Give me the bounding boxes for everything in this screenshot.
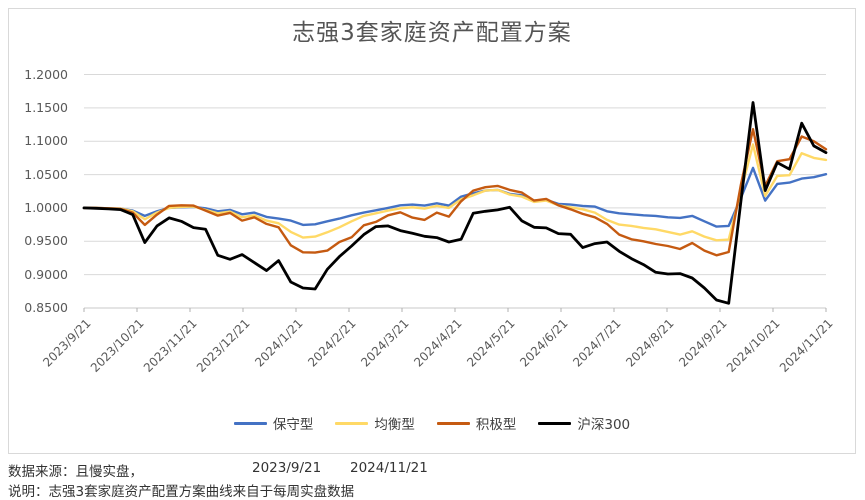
legend-line-icon bbox=[233, 421, 267, 425]
y-axis-label: 1.0500 bbox=[24, 166, 68, 182]
series-line-conservative bbox=[82, 166, 828, 228]
legend-label: 均衡型 bbox=[374, 417, 415, 433]
chart-legend: 保守型 均衡型 积极型 沪深300 bbox=[8, 413, 856, 433]
legend-label: 沪深300 bbox=[577, 417, 631, 433]
legend-item-aggressive: 积极型 bbox=[436, 413, 517, 433]
end-date-label: 2024/11/21 bbox=[350, 460, 428, 476]
y-axis-label: 0.9500 bbox=[24, 233, 68, 249]
legend-line-icon bbox=[538, 421, 572, 425]
legend-label: 积极型 bbox=[475, 417, 517, 433]
legend-item-conservative: 保守型 bbox=[233, 413, 314, 433]
data-source-label: 数据来源：且慢实盘， bbox=[8, 464, 143, 480]
legend-item-csi300: 沪深300 bbox=[538, 413, 630, 433]
legend-item-balanced: 均衡型 bbox=[335, 413, 415, 433]
start-date-label: 2023/9/21 bbox=[252, 460, 322, 476]
y-axis-label: 1.0000 bbox=[24, 199, 68, 215]
y-axis-label: 1.1000 bbox=[24, 133, 68, 149]
series-line-aggressive bbox=[82, 127, 828, 257]
legend-line-icon bbox=[436, 421, 470, 425]
y-axis-label: 0.8500 bbox=[24, 300, 68, 315]
note-label: 说明：志强3套家庭资产配置方案曲线来自于每周实盘数据 bbox=[8, 484, 355, 500]
legend-line-icon bbox=[335, 421, 369, 425]
chart-card bbox=[8, 8, 856, 454]
y-axis-label: 1.2000 bbox=[24, 66, 68, 82]
chart-title: 志强3套家庭资产配置方案 bbox=[292, 20, 572, 46]
series-line-csi300 bbox=[82, 101, 828, 305]
y-axis-label: 0.9000 bbox=[24, 266, 68, 282]
legend-label: 保守型 bbox=[272, 417, 314, 433]
footer-line: 数据来源：且慢实盘， 2023/9/21 2024/11/21 bbox=[8, 460, 857, 480]
y-axis-label: 1.1500 bbox=[24, 99, 68, 115]
